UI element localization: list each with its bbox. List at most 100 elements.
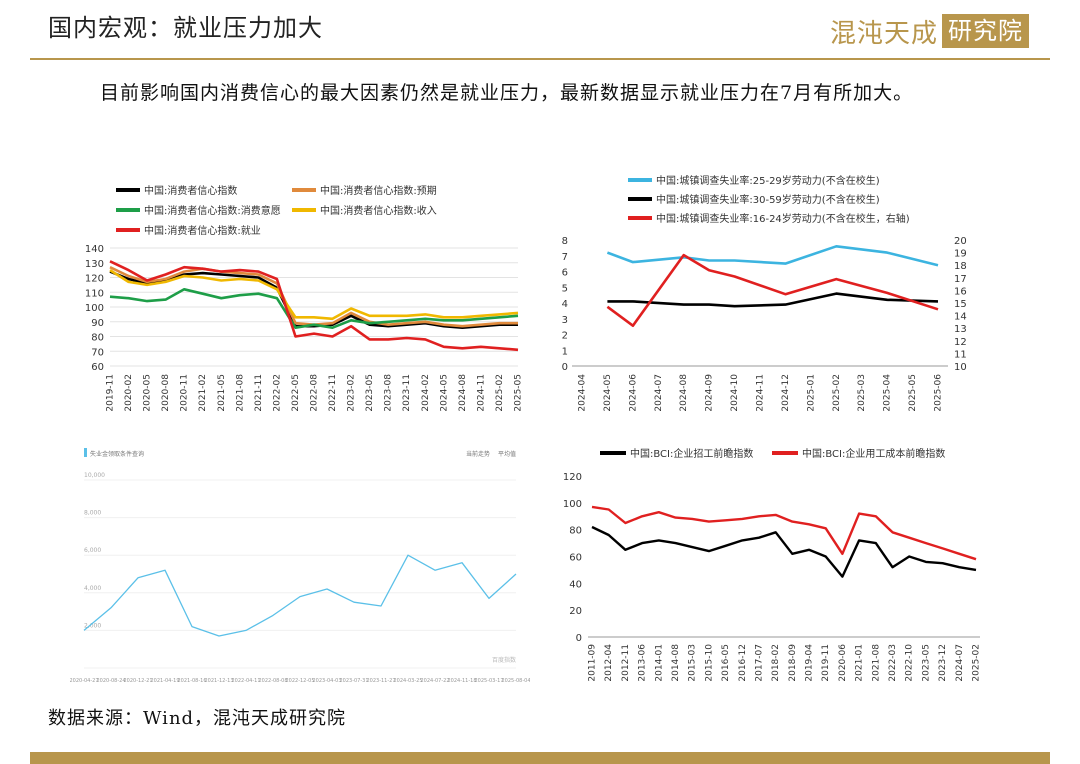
- x-tick-label: 2023-07-31: [339, 678, 368, 684]
- y-tick-label-left: 1: [562, 346, 568, 357]
- x-tick-label: 2024-10: [730, 374, 740, 412]
- x-tick-label: 2024-12: [781, 374, 791, 412]
- x-tick-label: 2025-05: [908, 374, 918, 412]
- y-tick-label: 80: [569, 526, 582, 537]
- x-tick-label: 2024-08: [458, 374, 468, 412]
- y-tick-label-left: 4: [562, 299, 568, 310]
- y-tick-label: 80: [91, 333, 104, 344]
- watermark: 百度指数: [492, 656, 516, 664]
- legend-label: 中国:城镇调查失业率:16-24岁劳动力(不含在校生，右轴): [656, 212, 910, 225]
- x-tick-label: 2025-08-04: [501, 678, 530, 684]
- y-tick-label: 20: [569, 606, 582, 617]
- y-tick-label-left: 2: [562, 331, 568, 342]
- x-tick-label: 2021-02: [198, 374, 208, 412]
- x-tick-label: 2018-02: [771, 644, 781, 682]
- x-tick-label: 2015-03: [688, 644, 698, 682]
- legend-label: 中国:消费者信心指数:消费意愿: [144, 204, 281, 217]
- x-tick-label: 2024-11-18: [447, 678, 476, 684]
- y-tick-label: 90: [91, 318, 104, 329]
- y-tick-label-right: 18: [954, 261, 967, 272]
- y-tick-label: 0: [576, 633, 582, 644]
- series-line: [109, 269, 519, 321]
- x-tick-label: 2021-12-13: [204, 678, 233, 684]
- x-tick-label: 2023-02: [347, 374, 357, 412]
- logo-text: 混沌天成: [830, 18, 939, 49]
- x-tick-label: 2025-06: [934, 374, 944, 412]
- y-tick-label-left: 8: [562, 236, 568, 247]
- y-tick-label-left: 5: [562, 283, 568, 294]
- x-tick-label: 2024-11: [756, 374, 766, 412]
- x-tick-label: 2014-01: [654, 644, 664, 682]
- y-tick-label: 2,000: [84, 622, 101, 629]
- page-subtitle: 目前影响国内消费信心的最大因素仍然是就业压力，最新数据显示就业压力在7月有所加大…: [100, 82, 914, 104]
- x-tick-label: 2021-04-19: [150, 678, 179, 684]
- x-tick-label: 2021-08: [871, 644, 881, 682]
- x-tick-label: 2024-06: [628, 374, 638, 412]
- y-tick-label-left: 6: [562, 268, 568, 279]
- legend-label: 中国:消费者信心指数:就业: [144, 224, 261, 237]
- y-tick-label-left: 7: [562, 252, 568, 263]
- x-tick-label: 2016-12: [738, 644, 748, 682]
- x-tick-label: 2024-11: [476, 374, 486, 412]
- y-tick-label: 4,000: [84, 585, 101, 592]
- y-tick-label-right: 12: [954, 337, 967, 348]
- y-tick-label-right: 19: [954, 249, 967, 260]
- y-tick-label-right: 14: [954, 312, 967, 323]
- y-tick-label: 140: [85, 244, 104, 255]
- y-tick-label: 120: [563, 472, 582, 483]
- y-tick-label-left: 3: [562, 315, 568, 326]
- header-divider: [30, 58, 1050, 60]
- legend-swatch: [84, 448, 87, 457]
- x-tick-label: 2021-08-16: [177, 678, 206, 684]
- x-tick-label: 2024-05: [439, 374, 449, 412]
- y-tick-label-left: 0: [562, 362, 568, 373]
- x-tick-label: 2020-04-27: [70, 678, 99, 684]
- unemployment-rate-chart: 0123456781011121314151617181920中国:城镇调查失业…: [562, 174, 967, 412]
- x-tick-label: 2023-11-27: [366, 678, 395, 684]
- x-tick-label: 2018-09: [788, 644, 798, 682]
- x-tick-label: 2023-04-03: [312, 678, 341, 684]
- y-tick-label: 100: [563, 499, 582, 510]
- x-tick-label: 2024-05: [603, 374, 613, 412]
- x-tick-label: 2024-07-22: [420, 678, 449, 684]
- legend-label: 中国:消费者信心指数:预期: [320, 184, 437, 197]
- x-tick-label: 2022-05: [291, 374, 301, 412]
- footer-bar: [30, 752, 1050, 764]
- x-tick-label: 2013-06: [638, 644, 648, 682]
- x-tick-label: 2025-02: [832, 374, 842, 412]
- y-tick-label: 10,000: [84, 472, 105, 479]
- x-tick-label: 2023-11: [402, 374, 412, 412]
- x-tick-label: 2020-08-24: [96, 678, 125, 684]
- y-tick-label-right: 16: [954, 286, 967, 297]
- x-tick-label: 2025-02: [972, 644, 982, 682]
- x-tick-label: 2020-12-21: [123, 678, 152, 684]
- x-tick-label: 2021-11: [254, 374, 264, 412]
- x-tick-label: 2012-04: [604, 644, 614, 682]
- x-tick-label: 2015-10: [704, 644, 714, 682]
- x-tick-label: 2019-11: [821, 644, 831, 682]
- x-tick-label: 2024-07: [654, 374, 664, 412]
- y-tick-label-right: 20: [954, 236, 967, 247]
- x-tick-label: 2025-03: [857, 374, 867, 412]
- data-source: 数据来源：Wind，混沌天成研究院: [48, 708, 347, 729]
- x-tick-label: 2024-07: [955, 644, 965, 682]
- series-line: [109, 260, 519, 352]
- series-line: [591, 505, 977, 561]
- x-tick-label: 2014-08: [671, 644, 681, 682]
- series-line: [109, 288, 519, 329]
- legend-label: 中国:城镇调查失业率:25-29岁劳动力(不含在校生): [656, 174, 880, 187]
- legend-current: 当前走势: [466, 450, 490, 458]
- x-tick-label: 2021-05: [217, 374, 227, 412]
- y-tick-label-right: 13: [954, 324, 967, 335]
- x-tick-label: 2023-08: [384, 374, 394, 412]
- y-tick-label: 110: [85, 288, 104, 299]
- y-tick-label: 6,000: [84, 547, 101, 554]
- y-tick-label: 8,000: [84, 510, 101, 517]
- x-tick-label: 2022-03: [888, 644, 898, 682]
- x-tick-label: 2019-11: [106, 374, 116, 412]
- legend-label: 中国:BCI:企业招工前瞻指数: [630, 447, 753, 460]
- x-tick-label: 2024-04: [578, 374, 588, 412]
- legend-label: 中国:消费者信心指数: [144, 184, 237, 197]
- y-tick-label: 60: [91, 362, 104, 373]
- x-tick-label: 2011-09: [588, 644, 598, 682]
